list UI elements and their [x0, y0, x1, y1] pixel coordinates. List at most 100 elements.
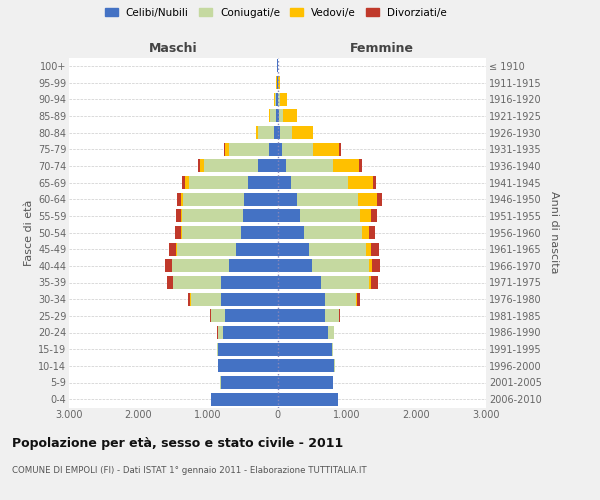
Bar [229, 142, 269, 156]
Bar [182, 226, 241, 239]
Bar [369, 260, 372, 272]
Bar [277, 110, 279, 122]
Bar [258, 126, 274, 139]
Bar [304, 226, 362, 239]
Bar [357, 292, 360, 306]
Text: COMUNE DI EMPOLI (FI) - Dati ISTAT 1° gennaio 2011 - Elaborazione TUTTITALIA.IT: COMUNE DI EMPOLI (FI) - Dati ISTAT 1° ge… [12, 466, 367, 475]
Bar [310, 242, 367, 256]
Bar [277, 392, 338, 406]
Bar [276, 110, 277, 122]
Bar [270, 110, 276, 122]
Bar [277, 92, 278, 106]
Bar [277, 292, 325, 306]
Bar [280, 92, 287, 106]
Bar [277, 192, 297, 205]
Bar [176, 210, 181, 222]
Bar [325, 292, 356, 306]
Bar [371, 210, 377, 222]
Bar [211, 310, 224, 322]
Bar [369, 276, 371, 289]
Bar [279, 110, 283, 122]
Bar [277, 210, 300, 222]
Bar [297, 192, 358, 205]
Bar [312, 260, 369, 272]
Bar [182, 210, 243, 222]
Bar [277, 310, 325, 322]
Bar [349, 176, 373, 189]
Bar [241, 226, 277, 239]
Legend: Celibi/Nubili, Coniugati/e, Vedovi/e, Divorziati/e: Celibi/Nubili, Coniugati/e, Vedovi/e, Di… [101, 4, 451, 22]
Bar [182, 176, 185, 189]
Bar [277, 126, 280, 139]
Bar [277, 360, 334, 372]
Bar [204, 160, 258, 172]
Bar [181, 226, 182, 239]
Bar [356, 292, 357, 306]
Bar [221, 292, 277, 306]
Bar [300, 210, 359, 222]
Bar [313, 142, 340, 156]
Bar [172, 260, 229, 272]
Bar [372, 260, 380, 272]
Text: Femmine: Femmine [350, 42, 414, 55]
Bar [188, 176, 248, 189]
Bar [359, 160, 362, 172]
Bar [377, 192, 382, 205]
Bar [164, 260, 172, 272]
Bar [218, 360, 277, 372]
Bar [181, 192, 183, 205]
Bar [211, 392, 277, 406]
Bar [277, 160, 286, 172]
Bar [248, 176, 277, 189]
Bar [200, 160, 204, 172]
Bar [229, 260, 277, 272]
Y-axis label: Fasce di età: Fasce di età [23, 200, 34, 266]
Bar [185, 176, 188, 189]
Bar [281, 142, 313, 156]
Bar [277, 260, 312, 272]
Bar [277, 142, 281, 156]
Bar [217, 342, 218, 355]
Bar [197, 160, 200, 172]
Bar [328, 326, 334, 339]
Bar [368, 226, 376, 239]
Bar [223, 326, 277, 339]
Bar [277, 376, 333, 389]
Bar [277, 242, 310, 256]
Bar [243, 210, 277, 222]
Bar [269, 142, 277, 156]
Bar [210, 310, 211, 322]
Bar [320, 276, 369, 289]
Bar [358, 192, 377, 205]
Bar [269, 110, 270, 122]
Bar [244, 192, 277, 205]
Bar [221, 376, 277, 389]
Text: Maschi: Maschi [149, 42, 197, 55]
Bar [221, 276, 277, 289]
Bar [218, 342, 277, 355]
Bar [175, 226, 181, 239]
Bar [277, 226, 304, 239]
Bar [256, 126, 258, 139]
Bar [278, 92, 280, 106]
Bar [362, 226, 368, 239]
Bar [286, 160, 333, 172]
Bar [277, 326, 328, 339]
Bar [274, 92, 275, 106]
Bar [333, 160, 359, 172]
Bar [371, 242, 379, 256]
Bar [278, 76, 280, 89]
Bar [224, 142, 229, 156]
Bar [183, 192, 244, 205]
Bar [340, 142, 341, 156]
Bar [181, 210, 182, 222]
Bar [292, 176, 349, 189]
Bar [188, 292, 190, 306]
Bar [292, 126, 313, 139]
Bar [325, 310, 338, 322]
Bar [169, 242, 176, 256]
Bar [332, 342, 333, 355]
Bar [283, 110, 297, 122]
Bar [236, 242, 277, 256]
Bar [371, 276, 377, 289]
